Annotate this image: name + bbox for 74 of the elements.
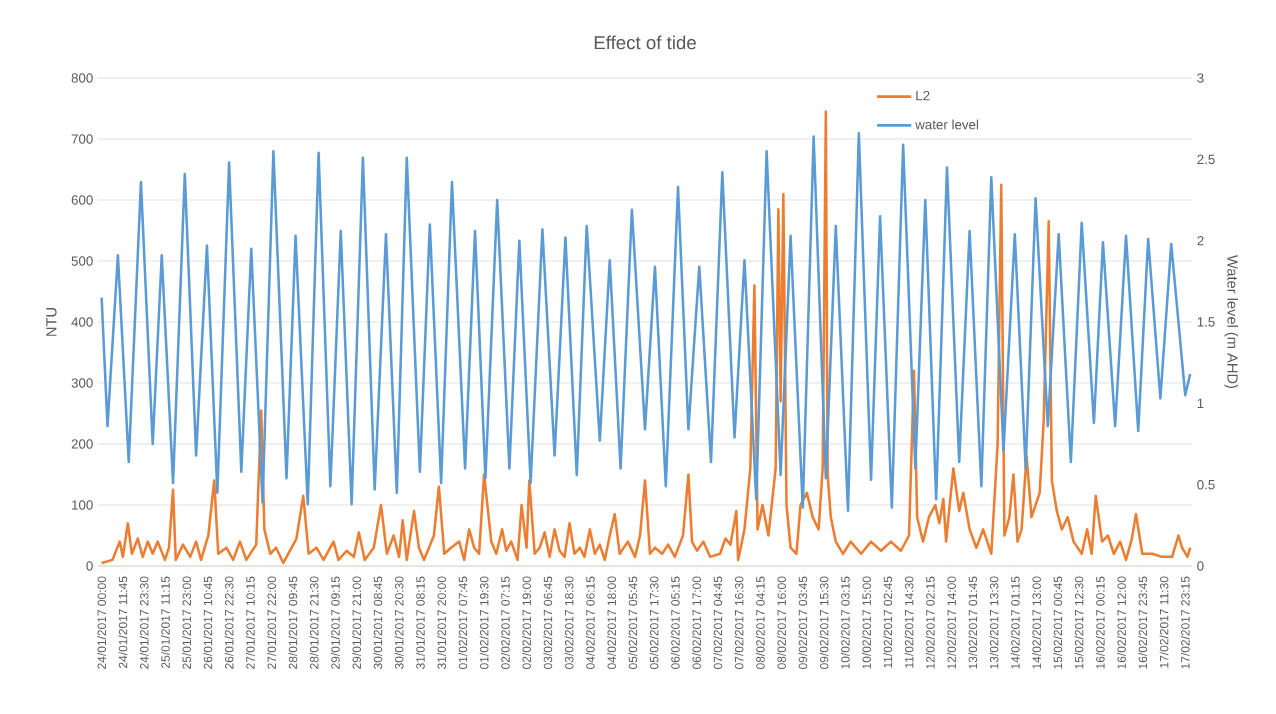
- y2-axis-title: Water level (m AHD): [1224, 255, 1239, 389]
- x-tick-label: 02/02/2017 19:00: [522, 576, 531, 670]
- y-tick-label: 100: [72, 500, 93, 510]
- x-tick-label: 17/02/2017 23:15: [1180, 576, 1190, 669]
- x-tick-label: 10/02/2017 03:15: [840, 576, 850, 669]
- x-tick-label: 24/01/2017 11:45: [118, 576, 128, 668]
- y2-tick-label: 0: [1197, 561, 1204, 571]
- x-tick-label: 31/01/2017 08:15: [415, 576, 425, 670]
- x-tick-label: 13/02/2017 13:30: [989, 576, 999, 669]
- x-tick-label: 27/01/2017 22:00: [267, 576, 277, 669]
- x-tick-label: 29/01/2017 21:00: [352, 576, 361, 669]
- x-tick-label: 14/02/2017 01:15: [1010, 576, 1020, 669]
- y-tick-label: 600: [71, 195, 93, 205]
- x-tick-label: 15/02/2017 00:45: [1053, 576, 1063, 669]
- x-tick-label: 05/02/2017 05:45: [628, 576, 638, 670]
- y2-tick-label: 2.5: [1197, 154, 1215, 165]
- x-tick-label: 25/01/2017 11:15: [160, 576, 170, 668]
- y2-tick-label: 1.5: [1197, 317, 1215, 327]
- x-tick-label: 25/01/2017 23:00: [182, 576, 192, 669]
- legend-label: water level: [915, 119, 979, 130]
- y-tick-label: 200: [71, 439, 93, 449]
- y-axis-title: NTU: [46, 308, 57, 336]
- x-tick-label: 11/02/2017 02:45: [883, 576, 893, 668]
- x-tick-label: 30/01/2017 20:30: [394, 576, 404, 670]
- y-tick-label: 0: [86, 561, 93, 571]
- x-tick-label: 09/02/2017 03:45: [798, 576, 808, 670]
- x-tick-label: 17/02/2017 11:30: [1159, 576, 1169, 668]
- x-tick-label: 16/02/2017 00:15: [1095, 576, 1105, 669]
- x-tick-label: 06/02/2017 05:15: [670, 576, 680, 670]
- x-tick-label: 11/02/2017 14:30: [904, 576, 914, 668]
- y2-tick-label: 2: [1197, 236, 1204, 246]
- x-tick-label: 26/01/2017 10:45: [203, 576, 213, 669]
- x-tick-label: 28/01/2017 09:45: [288, 576, 298, 669]
- line-series: [100, 132, 1192, 512]
- y-tick-label: 400: [71, 317, 93, 327]
- x-tick-label: 12/02/2017 02:15: [925, 576, 935, 669]
- x-tick-label: 13/02/2017 01:45: [968, 576, 978, 669]
- x-tick-label: 24/01/2017 00:00: [97, 576, 107, 669]
- y-tick-label: 500: [71, 256, 93, 266]
- x-tick-label: 27/01/2017 10:15: [245, 576, 255, 669]
- x-tick-label: 14/02/2017 13:00: [1032, 576, 1041, 669]
- x-tick-label: 10/02/2017 15:00: [862, 576, 871, 669]
- y-tick-label: 700: [71, 134, 93, 144]
- x-tick-label: 12/02/2017 14:00: [947, 576, 956, 669]
- x-tick-label: 09/02/2017 15:30: [819, 576, 829, 670]
- x-tick-label: 26/01/2017 22:30: [224, 576, 234, 669]
- x-tick-label: 29/01/2017 09:15: [330, 576, 340, 669]
- y2-tick-label: 1: [1197, 398, 1204, 408]
- x-tick-label: 05/02/2017 17:30: [649, 576, 659, 670]
- x-tick-label: 07/02/2017 16:30: [734, 576, 744, 670]
- x-tick-label: 16/02/2017 12:00: [1117, 576, 1126, 669]
- x-tick-label: 03/02/2017 18:30: [564, 576, 574, 670]
- x-tick-label: 01/02/2017 19:30: [479, 576, 489, 670]
- y2-tick-label: 3: [1197, 73, 1204, 83]
- x-tick-label: 04/02/2017 18:00: [607, 576, 616, 670]
- x-tick-label: 01/02/2017 07:45: [458, 576, 468, 670]
- x-tick-label: 24/01/2017 23:30: [139, 576, 149, 669]
- x-tick-label: 30/01/2017 08:45: [373, 576, 383, 670]
- legend-label: L2: [916, 90, 930, 101]
- x-tick-label: 06/02/2017 17:00: [692, 576, 701, 670]
- x-tick-label: 04/02/2017 06:15: [585, 576, 595, 670]
- y-tick-label: 300: [71, 378, 93, 388]
- x-tick-label: 07/02/2017 04:45: [713, 576, 723, 670]
- x-tick-label: 31/01/2017 20:00: [437, 576, 446, 670]
- x-tick-label: 28/01/2017 21:30: [309, 576, 319, 669]
- x-tick-label: 03/02/2017 06:45: [543, 576, 553, 670]
- x-tick-label: 08/02/2017 04:15: [755, 576, 765, 670]
- x-tick-label: 15/02/2017 12:30: [1074, 576, 1084, 669]
- chart-title: Effect of tide: [594, 35, 696, 50]
- x-tick-label: 02/02/2017 07:15: [500, 576, 510, 670]
- y-tick-label: 800: [71, 73, 93, 83]
- y2-tick-label: 0.5: [1197, 479, 1215, 490]
- x-tick-label: 16/02/2017 23:45: [1138, 576, 1148, 669]
- x-tick-label: 08/02/2017 16:00: [777, 576, 786, 670]
